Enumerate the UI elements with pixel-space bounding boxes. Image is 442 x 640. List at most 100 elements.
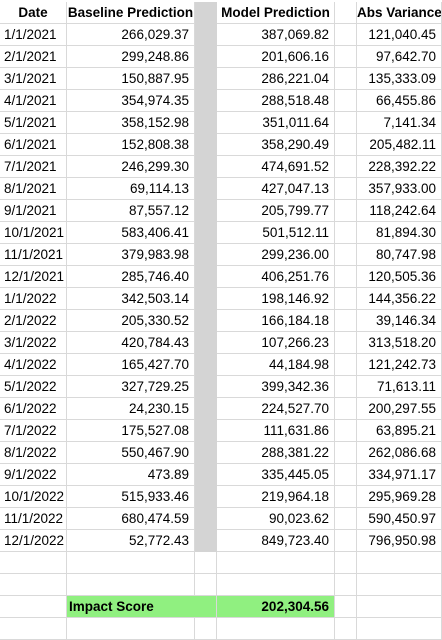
empty-cell[interactable] bbox=[195, 552, 217, 574]
variance-cell[interactable]: 200,297.55 bbox=[357, 398, 442, 420]
empty-cell[interactable] bbox=[67, 574, 195, 596]
variance-cell[interactable]: 118,242.64 bbox=[357, 200, 442, 222]
gap-cell[interactable] bbox=[195, 200, 217, 222]
gap-cell[interactable] bbox=[195, 332, 217, 354]
empty-cell[interactable] bbox=[335, 2, 357, 24]
empty-cell[interactable] bbox=[217, 618, 335, 640]
date-cell[interactable]: 9/1/2022 bbox=[0, 464, 67, 486]
empty-cell[interactable] bbox=[67, 552, 195, 574]
empty-cell[interactable] bbox=[357, 574, 442, 596]
model-cell[interactable]: 427,047.13 bbox=[217, 178, 335, 200]
variance-cell[interactable]: 71,613.11 bbox=[357, 376, 442, 398]
date-cell[interactable]: 4/1/2022 bbox=[0, 354, 67, 376]
baseline-cell[interactable]: 550,467.90 bbox=[67, 442, 195, 464]
date-cell[interactable]: 5/1/2021 bbox=[0, 112, 67, 134]
model-cell[interactable]: 299,236.00 bbox=[217, 244, 335, 266]
empty-cell[interactable] bbox=[335, 178, 357, 200]
model-cell[interactable]: 387,069.82 bbox=[217, 24, 335, 46]
empty-cell[interactable] bbox=[335, 486, 357, 508]
gap-cell[interactable] bbox=[195, 354, 217, 376]
date-cell[interactable]: 8/1/2021 bbox=[0, 178, 67, 200]
variance-cell[interactable]: 81,894.30 bbox=[357, 222, 442, 244]
empty-cell[interactable] bbox=[335, 310, 357, 332]
empty-cell[interactable] bbox=[67, 618, 195, 640]
date-cell[interactable]: 4/1/2021 bbox=[0, 90, 67, 112]
gap-cell[interactable] bbox=[195, 288, 217, 310]
model-cell[interactable]: 286,221.04 bbox=[217, 68, 335, 90]
model-cell[interactable]: 849,723.40 bbox=[217, 530, 335, 552]
empty-cell[interactable] bbox=[335, 90, 357, 112]
model-cell[interactable]: 358,290.49 bbox=[217, 134, 335, 156]
gap-cell[interactable] bbox=[195, 486, 217, 508]
model-cell[interactable]: 335,445.05 bbox=[217, 464, 335, 486]
baseline-cell[interactable]: 583,406.41 bbox=[67, 222, 195, 244]
variance-cell[interactable]: 228,392.22 bbox=[357, 156, 442, 178]
variance-cell[interactable]: 144,356.22 bbox=[357, 288, 442, 310]
date-cell[interactable]: 2/1/2022 bbox=[0, 310, 67, 332]
variance-cell[interactable]: 7,141.34 bbox=[357, 112, 442, 134]
model-cell[interactable]: 166,184.18 bbox=[217, 310, 335, 332]
empty-cell[interactable] bbox=[195, 618, 217, 640]
model-cell[interactable]: 107,266.23 bbox=[217, 332, 335, 354]
gap-cell[interactable] bbox=[195, 464, 217, 486]
gap-cell[interactable] bbox=[195, 244, 217, 266]
empty-cell[interactable] bbox=[335, 574, 357, 596]
variance-cell[interactable]: 97,642.70 bbox=[357, 46, 442, 68]
gap-cell[interactable] bbox=[195, 530, 217, 552]
variance-cell[interactable]: 39,146.34 bbox=[357, 310, 442, 332]
variance-cell[interactable]: 262,086.68 bbox=[357, 442, 442, 464]
variance-cell[interactable]: 313,518.20 bbox=[357, 332, 442, 354]
empty-cell[interactable] bbox=[335, 134, 357, 156]
empty-cell[interactable] bbox=[217, 574, 335, 596]
empty-cell[interactable] bbox=[335, 618, 357, 640]
empty-cell[interactable] bbox=[0, 596, 67, 618]
header-date[interactable]: Date bbox=[0, 2, 67, 24]
empty-cell[interactable] bbox=[335, 552, 357, 574]
model-cell[interactable]: 90,023.62 bbox=[217, 508, 335, 530]
baseline-cell[interactable]: 69,114.13 bbox=[67, 178, 195, 200]
empty-cell[interactable] bbox=[335, 398, 357, 420]
empty-cell[interactable] bbox=[0, 618, 67, 640]
empty-cell[interactable] bbox=[335, 46, 357, 68]
gap-cell[interactable] bbox=[195, 266, 217, 288]
empty-cell[interactable] bbox=[335, 530, 357, 552]
gap-cell[interactable] bbox=[195, 420, 217, 442]
gap-cell[interactable] bbox=[195, 310, 217, 332]
baseline-cell[interactable]: 165,427.70 bbox=[67, 354, 195, 376]
baseline-cell[interactable]: 299,248.86 bbox=[67, 46, 195, 68]
baseline-cell[interactable]: 246,299.30 bbox=[67, 156, 195, 178]
baseline-cell[interactable]: 379,983.98 bbox=[67, 244, 195, 266]
model-cell[interactable]: 198,146.92 bbox=[217, 288, 335, 310]
baseline-cell[interactable]: 285,746.40 bbox=[67, 266, 195, 288]
gap-cell[interactable] bbox=[195, 134, 217, 156]
empty-cell[interactable] bbox=[335, 376, 357, 398]
baseline-cell[interactable]: 175,527.08 bbox=[67, 420, 195, 442]
header-baseline-prediction[interactable]: Baseline Prediction bbox=[67, 2, 195, 24]
date-cell[interactable]: 1/1/2022 bbox=[0, 288, 67, 310]
empty-cell[interactable] bbox=[335, 508, 357, 530]
variance-cell[interactable]: 590,450.97 bbox=[357, 508, 442, 530]
variance-cell[interactable]: 121,242.73 bbox=[357, 354, 442, 376]
baseline-cell[interactable]: 342,503.14 bbox=[67, 288, 195, 310]
impact-score-value[interactable]: 202,304.56 bbox=[217, 596, 335, 618]
baseline-cell[interactable]: 420,784.43 bbox=[67, 332, 195, 354]
empty-cell[interactable] bbox=[335, 68, 357, 90]
baseline-cell[interactable]: 52,772.43 bbox=[67, 530, 195, 552]
empty-cell[interactable] bbox=[335, 420, 357, 442]
empty-cell[interactable] bbox=[217, 552, 335, 574]
gap-cell[interactable] bbox=[195, 222, 217, 244]
empty-cell[interactable] bbox=[335, 596, 357, 618]
model-cell[interactable]: 474,691.52 bbox=[217, 156, 335, 178]
empty-cell[interactable] bbox=[195, 574, 217, 596]
date-cell[interactable]: 11/1/2022 bbox=[0, 508, 67, 530]
gap-cell[interactable] bbox=[195, 442, 217, 464]
variance-cell[interactable]: 135,333.09 bbox=[357, 68, 442, 90]
empty-cell[interactable] bbox=[335, 266, 357, 288]
baseline-cell[interactable]: 327,729.25 bbox=[67, 376, 195, 398]
variance-cell[interactable]: 66,455.86 bbox=[357, 90, 442, 112]
model-cell[interactable]: 399,342.36 bbox=[217, 376, 335, 398]
gap-cell[interactable] bbox=[195, 398, 217, 420]
empty-cell[interactable] bbox=[357, 596, 442, 618]
date-cell[interactable]: 5/1/2022 bbox=[0, 376, 67, 398]
baseline-cell[interactable]: 205,330.52 bbox=[67, 310, 195, 332]
